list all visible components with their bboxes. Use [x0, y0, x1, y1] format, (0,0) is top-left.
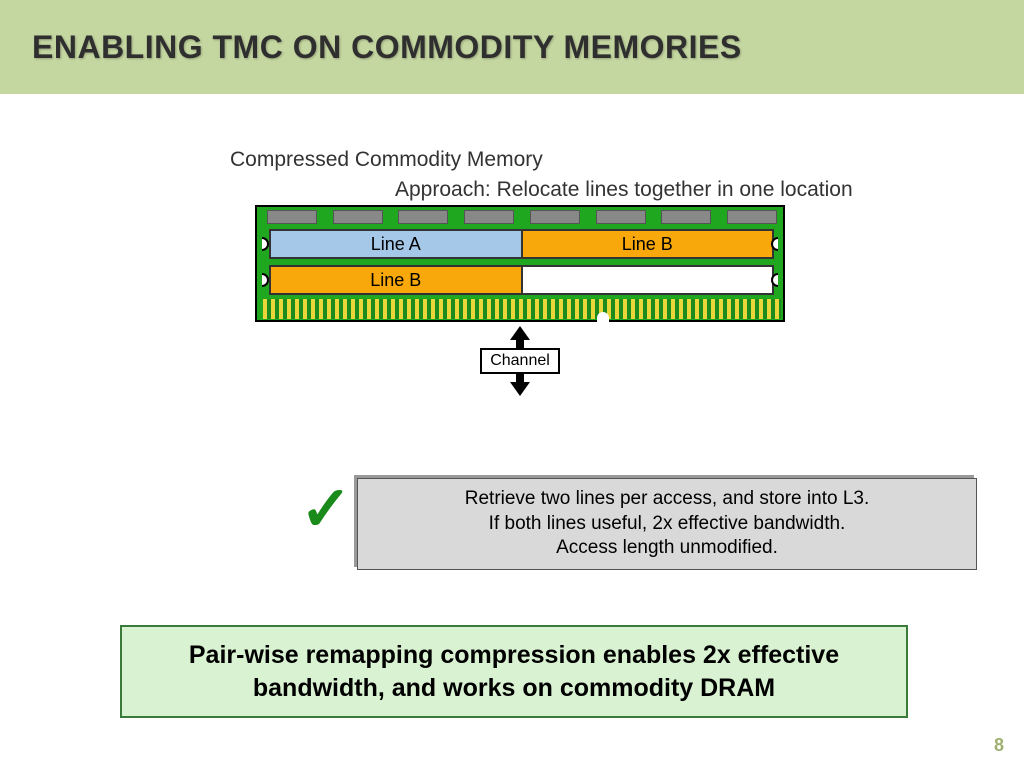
- side-notch: [255, 237, 269, 251]
- arrow-up-icon: [510, 326, 530, 340]
- dram-chip: [267, 210, 317, 224]
- conclusion-box: Pair-wise remapping compression enables …: [120, 625, 908, 718]
- memory-row-2: Line B: [269, 265, 774, 295]
- channel-indicator: Channel: [480, 326, 560, 396]
- title-bar: ENABLING TMC ON COMMODITY MEMORIES: [0, 0, 1024, 94]
- line-b-cell: Line B: [269, 265, 522, 295]
- dimm-pcb: Line A Line B Line B: [255, 205, 785, 322]
- subtitle-memory: Compressed Commodity Memory: [230, 148, 543, 172]
- dimm-pins: [263, 299, 781, 319]
- arrow-stem: [516, 374, 524, 382]
- dram-chip: [464, 210, 514, 224]
- arrow-stem: [516, 340, 524, 348]
- pin-notch: [597, 312, 609, 322]
- dram-chip: [398, 210, 448, 224]
- checkmark-icon: ✓: [300, 472, 352, 545]
- subtitle-approach: Approach: Relocate lines together in one…: [395, 178, 853, 202]
- chip-row: [267, 210, 777, 224]
- side-notch: [255, 273, 269, 287]
- slide-title: ENABLING TMC ON COMMODITY MEMORIES: [32, 29, 742, 66]
- line-b-cell: Line B: [522, 229, 775, 259]
- empty-cell: [522, 265, 775, 295]
- info-text: Retrieve two lines per access, and store…: [465, 488, 869, 558]
- memory-row-1: Line A Line B: [269, 229, 774, 259]
- page-number: 8: [994, 735, 1004, 756]
- info-box: Retrieve two lines per access, and store…: [357, 478, 977, 570]
- arrow-down-icon: [510, 382, 530, 396]
- line-a-cell: Line A: [269, 229, 522, 259]
- dram-chip: [530, 210, 580, 224]
- side-notch: [771, 273, 785, 287]
- dram-chip: [661, 210, 711, 224]
- dimm-diagram: Line A Line B Line B: [255, 205, 785, 325]
- dram-chip: [596, 210, 646, 224]
- dram-chip: [727, 210, 777, 224]
- side-notch: [771, 237, 785, 251]
- dram-chip: [333, 210, 383, 224]
- channel-label: Channel: [480, 348, 560, 374]
